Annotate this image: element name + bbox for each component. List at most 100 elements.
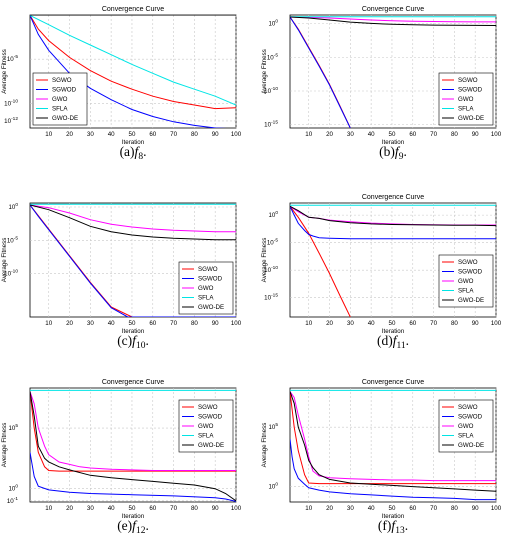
y-tick-label: 10-12 bbox=[4, 116, 18, 125]
caption-function: f bbox=[391, 518, 397, 533]
y-tick-label: 10-15 bbox=[264, 293, 278, 302]
x-tick-label: 100 bbox=[231, 131, 242, 138]
caption-function: f bbox=[135, 144, 141, 159]
y-axis-label: Average Fitness bbox=[1, 238, 8, 283]
y-tick-base: 10 bbox=[268, 21, 275, 28]
x-tick-label: 90 bbox=[472, 505, 479, 512]
series-line-sgwod bbox=[290, 16, 351, 128]
legend-label: GWO-DE bbox=[52, 115, 78, 122]
x-tick-label: 30 bbox=[87, 505, 94, 512]
series-line-sgwod bbox=[30, 15, 227, 128]
y-axis-label: Average Fitness bbox=[1, 423, 8, 468]
x-tick-label: 90 bbox=[212, 505, 219, 512]
panel-caption: (d)f11. bbox=[377, 333, 409, 351]
y-tick-base: 10 bbox=[268, 424, 275, 431]
x-tick-label: 100 bbox=[231, 505, 242, 512]
caption-period: . bbox=[406, 333, 409, 348]
y-tick-base: 10 bbox=[264, 88, 271, 95]
y-tick-label: 10-10 bbox=[264, 86, 278, 95]
legend-label: SGWOD bbox=[458, 414, 483, 421]
y-tick-exponent: -12 bbox=[11, 116, 18, 122]
y-tick-exponent: -15 bbox=[271, 120, 278, 126]
caption-period: . bbox=[143, 144, 146, 159]
x-tick-label: 100 bbox=[231, 320, 242, 327]
x-tick-label: 70 bbox=[170, 131, 177, 138]
legend-label: SGWOD bbox=[52, 87, 77, 94]
y-tick-base: 10 bbox=[264, 122, 271, 129]
series-line-sgwo bbox=[290, 205, 351, 317]
y-tick-exponent: -5 bbox=[14, 235, 19, 241]
caption-subscript: 10 bbox=[136, 341, 146, 351]
y-axis-label: Average Fitness bbox=[261, 49, 268, 94]
x-tick-label: 30 bbox=[347, 320, 354, 327]
x-tick-label: 10 bbox=[305, 505, 312, 512]
caption-period: . bbox=[403, 144, 406, 159]
chart-title: Convergence Curve bbox=[362, 379, 424, 386]
panel-b: 10 20 30 40 50 60 70 80 90 10010010-510-1010-15Co… bbox=[261, 6, 502, 162]
y-tick-label: 100 bbox=[268, 210, 278, 219]
series-line-gwo bbox=[30, 204, 236, 233]
legend-label: SGWO bbox=[198, 404, 218, 411]
caption-function: f bbox=[132, 333, 138, 348]
y-tick-base: 10 bbox=[268, 212, 275, 219]
legend-label: SFLA bbox=[458, 288, 474, 295]
y-tick-exponent: -5 bbox=[14, 54, 19, 60]
x-tick-label: 20 bbox=[66, 131, 73, 138]
legend: SGWO SGWOD GWO SFLA GWO-DE bbox=[178, 261, 234, 315]
y-tick-label: 100 bbox=[268, 19, 278, 28]
x-tick-label: 20 bbox=[326, 505, 333, 512]
y-tick-base: 10 bbox=[268, 484, 275, 491]
x-tick-label: 40 bbox=[368, 505, 375, 512]
y-tick-label: 105 bbox=[8, 423, 18, 432]
x-axis-label: Iteration bbox=[382, 139, 405, 146]
series-line-sgwod bbox=[30, 204, 236, 317]
panel-c: 10 20 30 40 50 60 70 80 90 10010010-510-10Iterati… bbox=[1, 202, 242, 351]
legend-label: GWO-DE bbox=[458, 442, 484, 449]
x-tick-label: 50 bbox=[389, 505, 396, 512]
x-tick-label: 20 bbox=[326, 320, 333, 327]
caption-function: f bbox=[132, 518, 138, 533]
caption-label: (c) bbox=[117, 333, 132, 348]
series-group bbox=[30, 389, 236, 502]
series-group bbox=[290, 204, 496, 317]
legend-label: SFLA bbox=[198, 295, 214, 302]
chart-title: Convergence Curve bbox=[362, 6, 424, 13]
x-tick-label: 30 bbox=[87, 320, 94, 327]
panel-d: 10 20 30 40 50 60 70 80 90 10010010-510-1010-15Co… bbox=[261, 194, 502, 351]
x-tick-label: 20 bbox=[326, 131, 333, 138]
x-tick-label: 80 bbox=[191, 505, 198, 512]
series-line-sfla bbox=[30, 15, 236, 106]
caption-period: . bbox=[405, 518, 408, 533]
series-group bbox=[30, 15, 236, 128]
legend-label: SGWO bbox=[458, 259, 478, 266]
y-tick-exponent: -10 bbox=[11, 269, 18, 275]
x-tick-label: 20 bbox=[66, 320, 73, 327]
series-line-gwo-de bbox=[290, 205, 496, 227]
y-tick-label: 100 bbox=[8, 484, 18, 493]
legend: SGWO SGWOD GWO SFLA GWO-DE bbox=[178, 399, 234, 453]
series-line-sgwod bbox=[290, 439, 496, 501]
chart-title: Convergence Curve bbox=[362, 194, 424, 201]
series-line-gwo-de bbox=[290, 16, 496, 26]
caption-label: (b) bbox=[379, 144, 395, 159]
legend-label: SGWOD bbox=[198, 276, 223, 283]
legend-label: GWO-DE bbox=[458, 297, 484, 304]
legend-label: GWO-DE bbox=[458, 115, 484, 122]
y-tick-label: 10-5 bbox=[7, 54, 18, 63]
x-tick-label: 100 bbox=[491, 505, 502, 512]
x-axis-label: Iteration bbox=[122, 139, 145, 146]
x-tick-label: 40 bbox=[108, 505, 115, 512]
x-tick-label: 90 bbox=[472, 131, 479, 138]
x-axis-label: Iteration bbox=[122, 328, 145, 335]
x-tick-label: 10 bbox=[45, 320, 52, 327]
y-tick-exponent: 0 bbox=[15, 484, 18, 490]
series-line-sgwod bbox=[30, 452, 236, 502]
y-tick-exponent: 0 bbox=[275, 482, 278, 488]
legend-label: SFLA bbox=[52, 106, 68, 113]
legend-label: GWO-DE bbox=[198, 442, 224, 449]
y-tick-label: 10-10 bbox=[4, 98, 18, 107]
y-tick-label: 10-10 bbox=[264, 265, 278, 274]
y-tick-label: 105 bbox=[268, 422, 278, 431]
x-tick-label: 50 bbox=[389, 320, 396, 327]
